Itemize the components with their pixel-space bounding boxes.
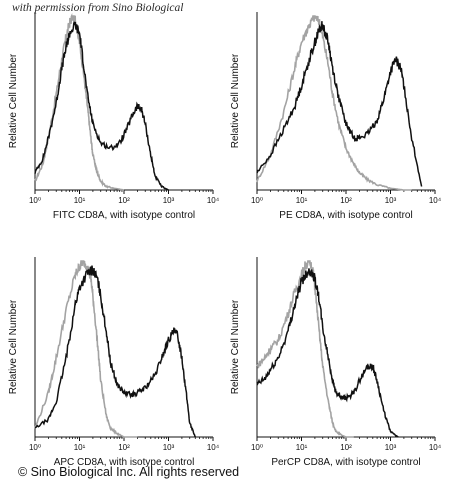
y-axis-label: Relative Cell Number xyxy=(230,299,241,394)
x-tick-label: 10¹ xyxy=(74,443,86,452)
x-tick-label: 10³ xyxy=(385,196,397,205)
x-tick-label: 10¹ xyxy=(74,196,86,205)
x-tick-label: 10⁴ xyxy=(207,443,220,452)
histogram-panel-4: 10⁰ 10¹ 10² 10³ 10⁴ PerCP CD8A, with isotype … xyxy=(230,257,442,468)
copyright-text: © Sino Biological Inc. All rights reserv… xyxy=(18,465,240,479)
y-axis-label: Relative Cell Number xyxy=(230,53,241,148)
x-tick-label: 10⁰ xyxy=(29,196,41,205)
x-tick-label: 10⁴ xyxy=(429,443,442,452)
x-axis-label: APC CD8A, with isotype control xyxy=(54,457,195,468)
isotype-control-trace xyxy=(34,12,125,191)
x-tick-label: 10³ xyxy=(163,196,175,205)
histogram-panel-1: 10⁰ 10¹ 10² 10³ 10⁴ FITC CD8A, with isotype c… xyxy=(8,12,220,221)
y-axis-label: Relative Cell Number xyxy=(8,299,19,394)
x-tick-label: 10⁰ xyxy=(251,196,263,205)
watermark-text: with permission from Sino Biological xyxy=(12,2,184,14)
cd8a-antibody-trace xyxy=(256,268,399,438)
x-tick-label: 10⁰ xyxy=(251,443,263,452)
histogram-panel-3: 10⁰ 10¹ 10² 10³ 10⁴ APC CD8A, with isotype co… xyxy=(8,257,220,468)
x-tick-label: 10² xyxy=(118,196,130,205)
cd8a-antibody-trace xyxy=(34,21,169,191)
x-tick-label: 10² xyxy=(118,443,130,452)
x-tick-label: 10³ xyxy=(163,443,175,452)
cd8a-antibody-trace xyxy=(34,265,196,438)
isotype-control-trace xyxy=(34,260,138,438)
x-tick-label: 10² xyxy=(340,196,352,205)
x-tick-label: 10³ xyxy=(385,443,397,452)
cd8a-antibody-trace xyxy=(256,21,423,187)
isotype-control-trace xyxy=(256,260,354,438)
x-axis-label: PE CD8A, with isotype control xyxy=(279,210,412,221)
x-axis-label: PerCP CD8A, with isotype control xyxy=(271,457,420,468)
histogram-panel-2: 10⁰ 10¹ 10² 10³ 10⁴ PE CD8A, with isotype con… xyxy=(230,12,442,221)
isotype-control-trace xyxy=(256,15,412,191)
x-tick-label: 10⁰ xyxy=(29,443,41,452)
x-tick-label: 10⁴ xyxy=(207,196,220,205)
x-tick-label: 10¹ xyxy=(296,196,308,205)
x-tick-label: 10¹ xyxy=(296,443,308,452)
x-tick-label: 10² xyxy=(340,443,352,452)
y-axis-label: Relative Cell Number xyxy=(8,53,19,148)
x-tick-label: 10⁴ xyxy=(429,196,442,205)
x-axis-label: FITC CD8A, with isotype control xyxy=(53,210,195,221)
